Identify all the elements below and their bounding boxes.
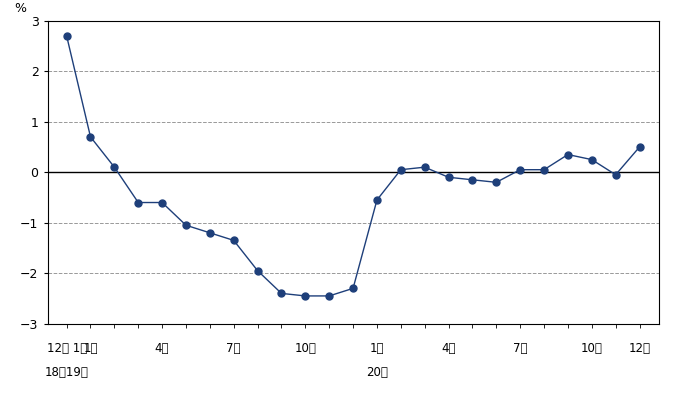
Text: 4月: 4月	[441, 342, 456, 355]
Text: 18年19年: 18年19年	[45, 366, 88, 379]
Text: 10月: 10月	[581, 342, 603, 355]
Text: 1月: 1月	[369, 342, 384, 355]
Text: 12月 1月: 12月 1月	[46, 342, 87, 355]
Text: 1月: 1月	[84, 342, 98, 355]
Text: 7月: 7月	[227, 342, 241, 355]
Text: 4月: 4月	[155, 342, 169, 355]
Text: 20年: 20年	[366, 366, 388, 379]
Text: 12月: 12月	[629, 342, 650, 355]
Text: %: %	[14, 2, 26, 15]
Text: 7月: 7月	[513, 342, 528, 355]
Text: 10月: 10月	[295, 342, 316, 355]
